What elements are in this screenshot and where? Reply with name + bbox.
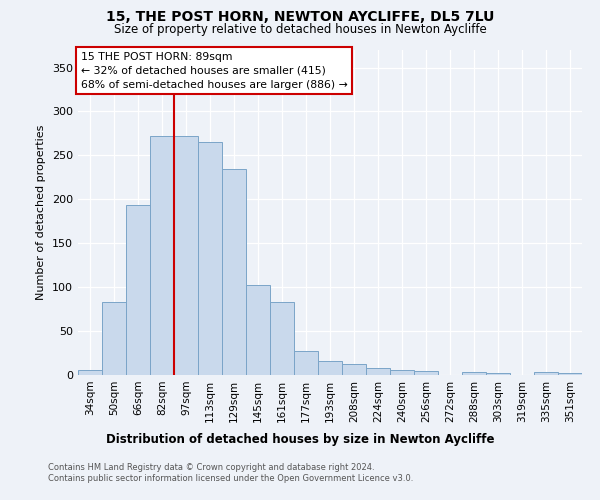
- Bar: [366, 368, 390, 375]
- Bar: [246, 284, 270, 375]
- Bar: [294, 352, 318, 375]
- Text: 15 THE POST HORN: 89sqm
← 32% of detached houses are smaller (415)
68% of semi-d: 15 THE POST HORN: 89sqm ← 32% of detache…: [80, 52, 347, 90]
- Bar: [150, 136, 174, 375]
- Bar: [174, 136, 198, 375]
- Bar: [486, 373, 510, 375]
- Bar: [414, 372, 438, 375]
- Bar: [102, 302, 126, 375]
- Bar: [126, 206, 150, 375]
- Text: Distribution of detached houses by size in Newton Aycliffe: Distribution of detached houses by size …: [106, 432, 494, 446]
- Y-axis label: Number of detached properties: Number of detached properties: [37, 125, 46, 300]
- Bar: [390, 370, 414, 375]
- Bar: [318, 361, 342, 375]
- Text: Contains HM Land Registry data © Crown copyright and database right 2024.: Contains HM Land Registry data © Crown c…: [48, 462, 374, 471]
- Bar: [270, 302, 294, 375]
- Bar: [198, 142, 222, 375]
- Bar: [78, 370, 102, 375]
- Bar: [462, 372, 486, 375]
- Text: Contains public sector information licensed under the Open Government Licence v3: Contains public sector information licen…: [48, 474, 413, 483]
- Bar: [222, 168, 246, 375]
- Bar: [558, 373, 582, 375]
- Bar: [534, 372, 558, 375]
- Bar: [342, 364, 366, 375]
- Text: Size of property relative to detached houses in Newton Aycliffe: Size of property relative to detached ho…: [113, 22, 487, 36]
- Text: 15, THE POST HORN, NEWTON AYCLIFFE, DL5 7LU: 15, THE POST HORN, NEWTON AYCLIFFE, DL5 …: [106, 10, 494, 24]
